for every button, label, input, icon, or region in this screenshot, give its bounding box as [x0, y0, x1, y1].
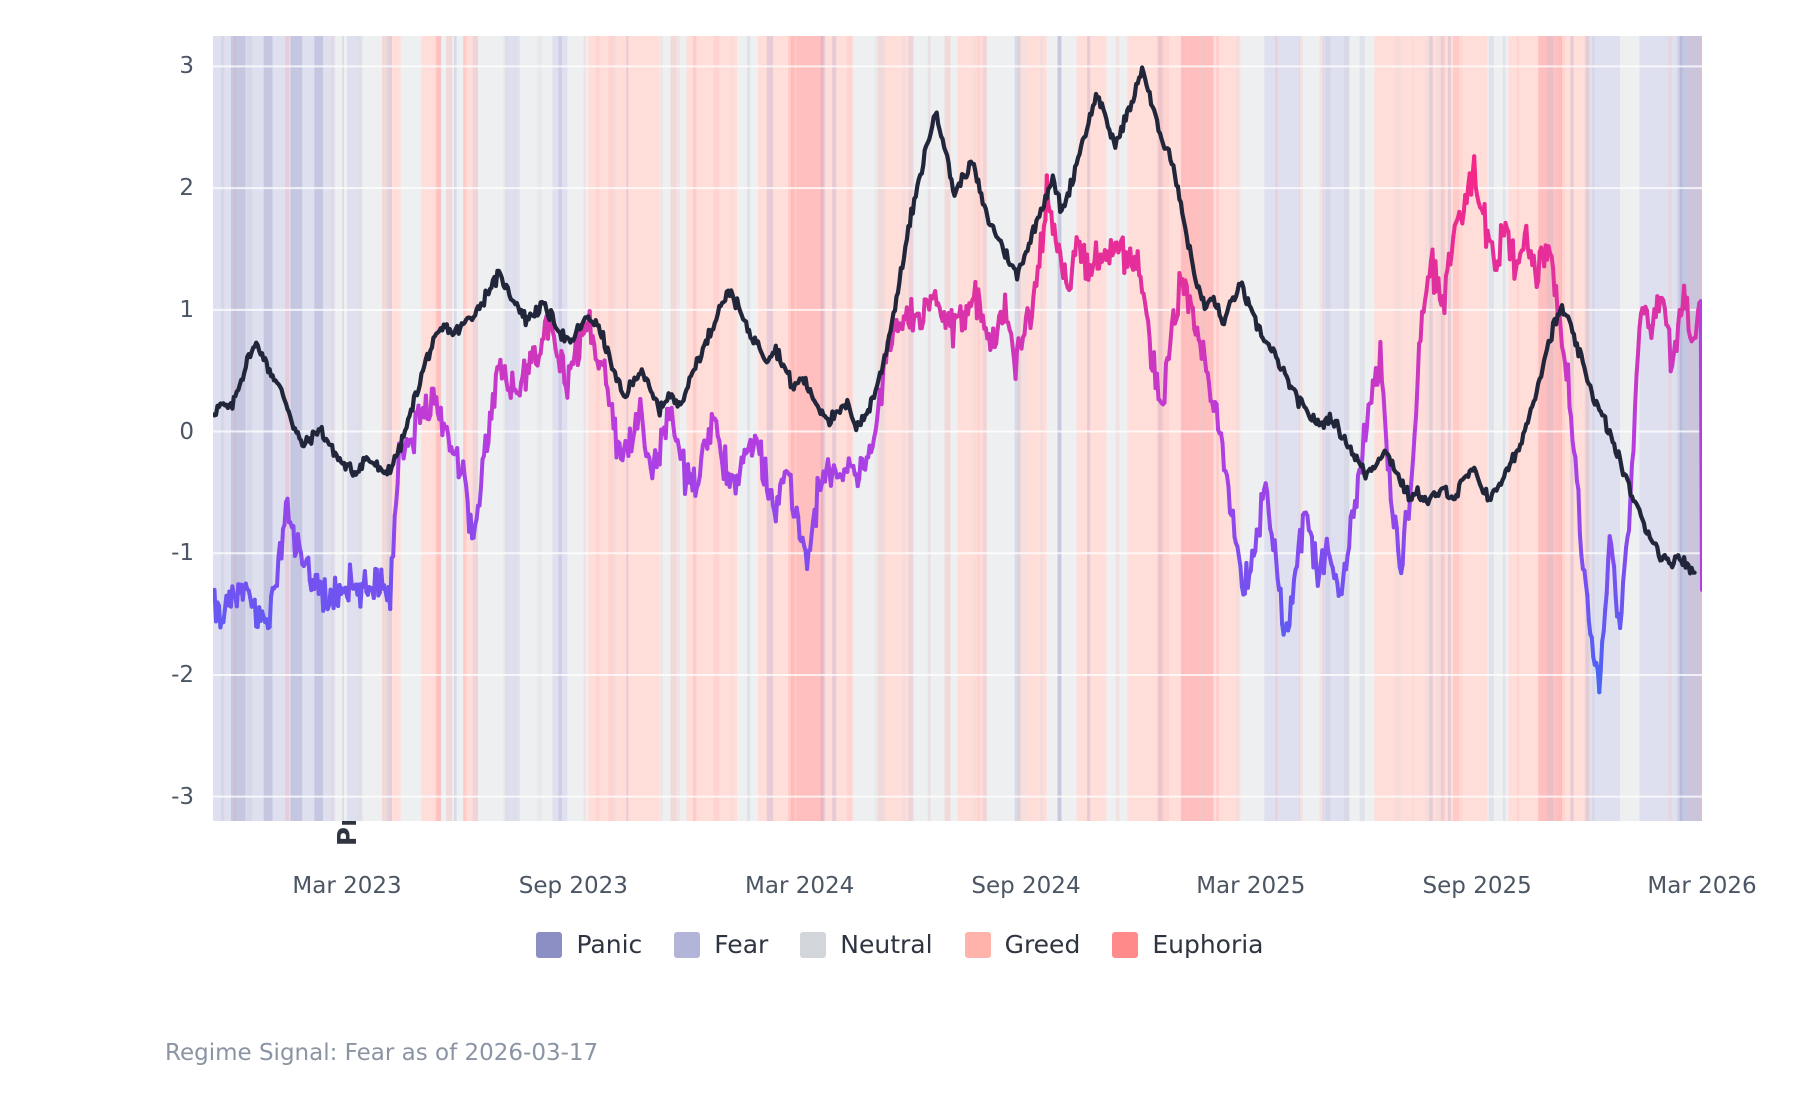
- regime-band-neutral: [1299, 36, 1323, 821]
- y-tick-label-neg3: -3: [171, 783, 194, 810]
- regime-band-panic: [263, 36, 273, 821]
- regime-band-fear: [323, 36, 336, 821]
- x-tick-label-sep-2023: Sep 2023: [518, 873, 628, 899]
- regime-band-fear: [213, 36, 231, 821]
- legend-swatch-euphoria: [1112, 931, 1139, 958]
- regime-band-greed: [823, 36, 854, 821]
- legend-swatch-panic: [536, 931, 563, 958]
- regime-band-greed: [463, 36, 479, 821]
- y-tick-label-neg2: -2: [171, 661, 194, 688]
- regime-band-fear: [552, 36, 568, 821]
- regime-band-neutral: [1344, 36, 1375, 821]
- regime-band-neutral: [1106, 36, 1128, 821]
- y-tick-label-1: 1: [179, 296, 194, 323]
- regime-band-neutral: [335, 36, 348, 821]
- legend-item-fear[interactable]: Fear: [674, 930, 768, 959]
- regime-band-euphoria: [796, 36, 824, 821]
- regime-band-neutral: [439, 36, 464, 821]
- y-tick-label-3: 3: [179, 53, 194, 80]
- x-tick-label-mar-2023: Mar 2023: [292, 873, 402, 899]
- x-tick-label-mar-2025: Mar 2025: [1196, 873, 1306, 899]
- regime-band-greed: [883, 36, 913, 821]
- legend-swatch-neutral: [800, 931, 827, 958]
- x-tick-label-mar-2026: Mar 2026: [1647, 873, 1757, 899]
- plot-area: [213, 36, 1702, 821]
- legend-swatch-fear: [674, 931, 701, 958]
- price-momentum-line: [213, 65, 1697, 576]
- y-axis-tick-labels: 3 2 1 0 -1 -2 -3: [148, 0, 194, 1100]
- regime-band-greed: [1562, 36, 1591, 821]
- regime-band-fear: [1639, 36, 1680, 821]
- regime-band-panic: [230, 36, 246, 821]
- regime-band-fear: [504, 36, 520, 821]
- y-tick-label-0: 0: [179, 418, 194, 445]
- regime-band-neutral: [478, 36, 505, 821]
- regime-band-euphoria: [1180, 36, 1214, 821]
- regime-band-greed: [757, 36, 797, 821]
- regime-band-greed: [957, 36, 988, 821]
- regime-band-neutral: [567, 36, 589, 821]
- legend-item-neutral[interactable]: Neutral: [800, 930, 933, 959]
- x-tick-label-sep-2025: Sep 2025: [1422, 873, 1532, 899]
- legend-swatch-greed: [964, 931, 991, 958]
- regime-band-neutral: [737, 36, 758, 821]
- regime-band-fear: [302, 36, 315, 821]
- regime-band-fear: [272, 36, 291, 821]
- x-tick-label-mar-2024: Mar 2024: [745, 873, 855, 899]
- legend-label-fear: Fear: [714, 930, 769, 959]
- regime-band-fear: [347, 36, 362, 821]
- regime-band-neutral: [519, 36, 553, 821]
- legend-label-panic: Panic: [576, 930, 643, 959]
- legend-label-greed: Greed: [1004, 930, 1081, 959]
- regime-band-neutral: [912, 36, 958, 821]
- x-tick-label-sep-2024: Sep 2024: [971, 873, 1081, 899]
- plot-canvas: [213, 36, 1702, 821]
- regime-legend: Panic Fear Neutral Greed Euphoria: [0, 930, 1800, 959]
- regime-band-greed: [1076, 36, 1107, 821]
- regime-band-neutral: [1240, 36, 1265, 821]
- legend-label-euphoria: Euphoria: [1152, 930, 1264, 959]
- legend-item-greed[interactable]: Greed: [964, 930, 1081, 959]
- regime-bands: [213, 36, 1702, 821]
- regime-band-greed: [1374, 36, 1488, 821]
- regime-band-greed: [1127, 36, 1181, 821]
- regime-band-neutral: [1620, 36, 1640, 821]
- y-tick-label-2: 2: [179, 175, 194, 202]
- regime-band-neutral: [987, 36, 1026, 821]
- legend-item-panic[interactable]: Panic: [536, 930, 642, 959]
- regime-band-panic: [1679, 36, 1702, 821]
- y-tick-label-neg1: -1: [171, 540, 194, 567]
- regime-band-greed: [588, 36, 660, 821]
- regime-band-neutral: [361, 36, 389, 821]
- legend-item-euphoria[interactable]: Euphoria: [1112, 930, 1264, 959]
- legend-label-neutral: Neutral: [840, 930, 933, 959]
- regime-band-fear: [1264, 36, 1300, 821]
- regime-band-neutral: [400, 36, 422, 821]
- regime-band-greed: [421, 36, 440, 821]
- regime-band-euphoria: [1538, 36, 1563, 821]
- regime-signal-footer: Regime Signal: Fear as of 2026-03-17: [165, 1040, 599, 1066]
- regime-band-neutral: [1046, 36, 1077, 821]
- regime-band-greed: [388, 36, 401, 821]
